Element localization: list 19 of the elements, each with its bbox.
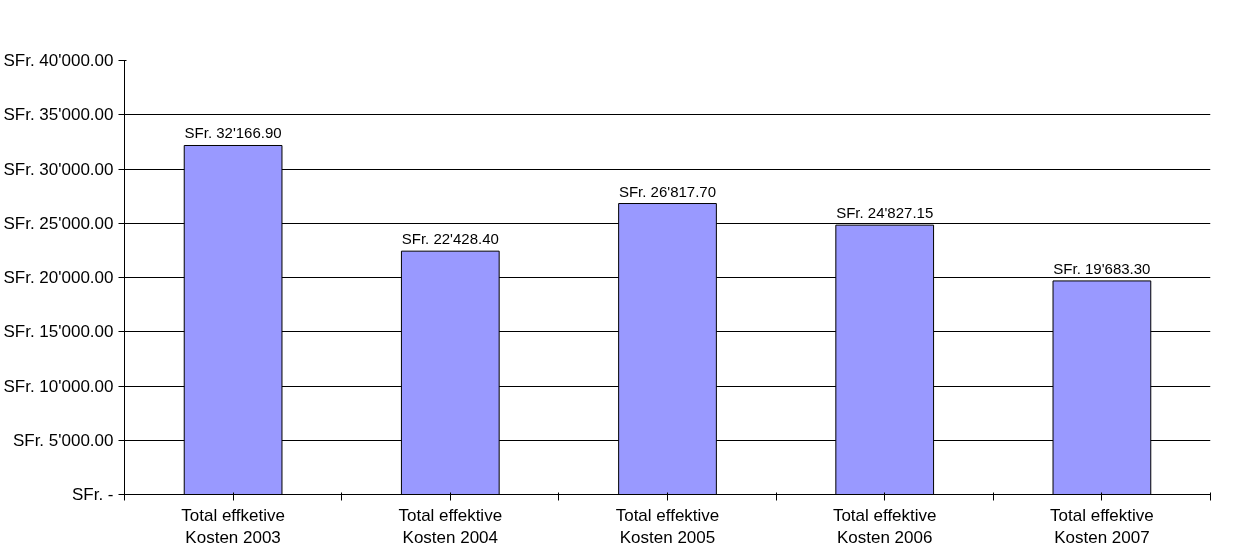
- y-tick-label: SFr. 40'000.00: [3, 51, 114, 70]
- data-label: SFr. 24'827.15: [836, 204, 934, 222]
- data-label: SFr. 19'683.30: [1053, 259, 1151, 277]
- y-tick-label: SFr. 25'000.00: [3, 213, 114, 233]
- x-tick-label: Total effektive Kosten 2005: [615, 505, 720, 548]
- data-label: SFr. 32'166.90: [184, 124, 282, 142]
- y-tick-label: SFr. 20'000.00: [3, 268, 114, 287]
- y-tick-label: SFr. 15'000.00: [3, 322, 114, 342]
- y-tick-label: SFr. 10'000.00: [3, 376, 114, 396]
- y-tick-label: SFr. 35'000.00: [3, 105, 114, 125]
- x-tick-label: Total effektive Kosten 2004: [398, 505, 503, 548]
- y-tick-label: SFr. 5'000.00: [12, 430, 114, 450]
- y-tick-label: SFr. -: [71, 485, 114, 504]
- x-tick-label: Total effektive Kosten 2006: [832, 505, 937, 548]
- data-label: SFr. 26'817.70: [618, 182, 717, 200]
- x-tick-label: Total effketive Kosten 2003: [181, 505, 285, 548]
- y-tick-label: SFr. 30'000.00: [3, 159, 114, 179]
- data-label: SFr. 22'428.40: [401, 230, 499, 248]
- x-tick-label: Total effektive Kosten 2007: [1050, 505, 1154, 548]
